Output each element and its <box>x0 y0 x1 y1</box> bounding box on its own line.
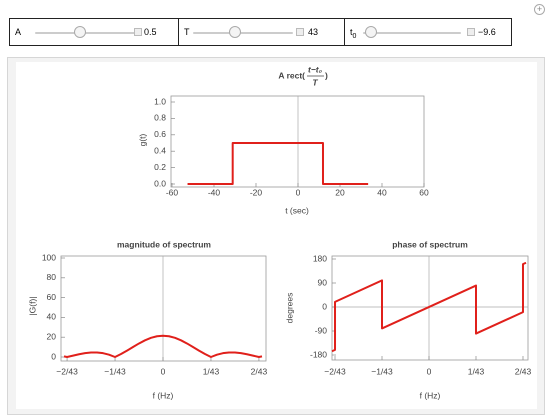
slider-a[interactable]: A 0.5 <box>9 18 179 46</box>
plot-frame <box>331 255 529 361</box>
y-axis-label: g(t) <box>137 133 147 146</box>
chart-title: phase of spectrum <box>392 239 468 249</box>
x-tick-label: 0 <box>296 187 301 197</box>
y-tick-label: -180 <box>310 349 327 359</box>
control-value: −9.6 <box>478 27 496 37</box>
y-axis-label: degrees <box>284 293 294 324</box>
x-tick-label: -20 <box>250 187 263 197</box>
x-tick-label: 2/43 <box>251 366 268 376</box>
slider-knob[interactable] <box>74 26 86 38</box>
y-tick-label: 0.8 <box>154 113 166 123</box>
slider-t0[interactable]: t0 −9.6 <box>344 18 512 46</box>
data-line <box>187 142 369 185</box>
x-axis-label: t (sec) <box>285 205 309 215</box>
x-tick-label: -60 <box>166 187 179 197</box>
y-tick-label: -90 <box>315 325 328 335</box>
y-tick-label: 20 <box>47 331 57 341</box>
control-label-text: t <box>350 27 353 37</box>
x-tick-label: 0 <box>161 366 166 376</box>
x-tick-label: 0 <box>427 366 432 376</box>
y-tick-label: 0 <box>51 351 56 361</box>
title-denominator: T <box>312 77 318 87</box>
control-label-sub: 0 <box>352 32 357 40</box>
slider-track[interactable] <box>363 32 461 34</box>
x-tick-label: 1/43 <box>203 366 220 376</box>
y-tick-label: 1.0 <box>154 96 166 106</box>
options-button[interactable]: + <box>534 4 545 15</box>
control-label: A <box>15 27 22 37</box>
y-tick-label: 0.0 <box>154 178 166 188</box>
chart-title-end: ) <box>325 70 328 80</box>
x-tick-label: 1/43 <box>468 366 485 376</box>
slider-knob[interactable] <box>229 26 241 38</box>
expand-button[interactable] <box>296 28 304 36</box>
x-tick-label: −2/43 <box>56 366 78 376</box>
y-tick-label: 0.6 <box>154 129 166 139</box>
title-numerator: t−t₀ <box>308 64 323 74</box>
plot-frame <box>60 255 267 362</box>
expand-button[interactable] <box>134 28 142 36</box>
x-tick-label: 2/43 <box>515 366 532 376</box>
plot-frame <box>170 95 425 188</box>
x-tick-label: 40 <box>377 187 387 197</box>
control-label: t0 <box>350 27 356 40</box>
x-tick-label: −1/43 <box>104 366 126 376</box>
x-axis-label: f (Hz) <box>420 390 441 400</box>
y-tick-label: 90 <box>318 277 328 287</box>
y-tick-label: 40 <box>47 312 57 322</box>
y-tick-label: 80 <box>47 272 57 282</box>
x-tick-label: −1/43 <box>371 366 393 376</box>
y-tick-label: 0 <box>322 301 327 311</box>
x-tick-label: −2/43 <box>324 366 346 376</box>
control-label: T <box>184 27 190 37</box>
x-tick-label: 20 <box>335 187 345 197</box>
slider-t[interactable]: T 43 <box>178 18 345 46</box>
y-tick-label: 0.2 <box>154 162 166 172</box>
output-area <box>16 62 537 409</box>
x-axis-label: f (Hz) <box>153 390 174 400</box>
y-tick-label: 100 <box>42 252 56 262</box>
control-value: 43 <box>308 27 319 37</box>
control-value: 0.5 <box>144 27 157 37</box>
y-tick-label: 60 <box>47 292 57 302</box>
slider-knob[interactable] <box>365 26 377 38</box>
y-axis-label: |G(f)| <box>27 296 37 315</box>
data-line <box>63 334 263 358</box>
x-tick-label: -40 <box>208 187 221 197</box>
slider-track[interactable] <box>193 32 293 34</box>
y-tick-label: 0.4 <box>154 145 166 155</box>
x-tick-label: 60 <box>419 187 429 197</box>
expand-button[interactable] <box>467 28 475 36</box>
chart-title: A rect( <box>278 70 305 80</box>
y-tick-label: 180 <box>313 253 327 263</box>
chart-title: magnitude of spectrum <box>117 239 211 249</box>
data-line <box>331 261 527 353</box>
